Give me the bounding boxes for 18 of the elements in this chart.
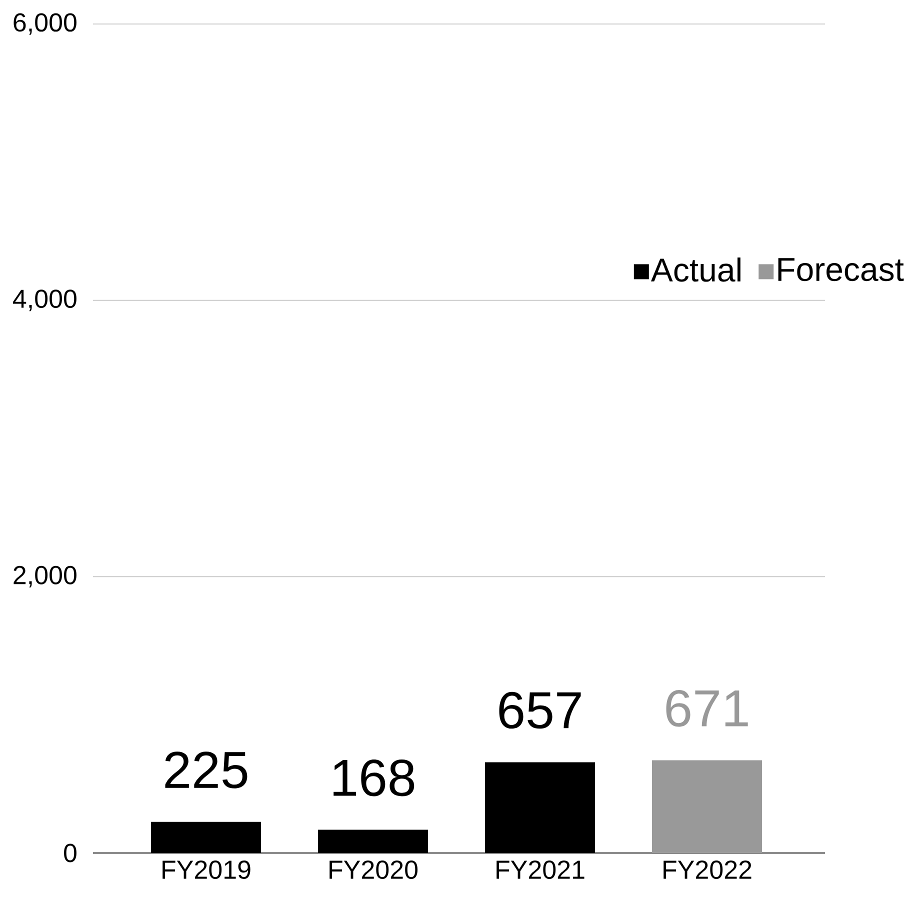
bar [652, 760, 762, 853]
bar [485, 762, 596, 853]
legend-label: Actual [650, 258, 740, 282]
x-tick-label: FY2022 [664, 860, 752, 879]
x-tick-label: FY2019 [162, 860, 250, 879]
x-tick-label: FY2021 [496, 860, 584, 879]
legend-label: Forecast [778, 258, 904, 282]
data-label: 168 [334, 759, 414, 796]
y-tick-label: 6,000 [14, 13, 76, 35]
data-label: 657 [499, 692, 581, 729]
data-label: 225 [165, 752, 248, 788]
data-label: 671 [666, 690, 748, 727]
y-tick-label: 4,000 [13, 290, 76, 312]
y-tick-label: 2,000 [14, 566, 76, 588]
x-tick-label: FY2020 [330, 860, 418, 879]
bar [318, 830, 428, 853]
bar [151, 822, 262, 853]
y-tick-label: 0 [64, 844, 76, 862]
